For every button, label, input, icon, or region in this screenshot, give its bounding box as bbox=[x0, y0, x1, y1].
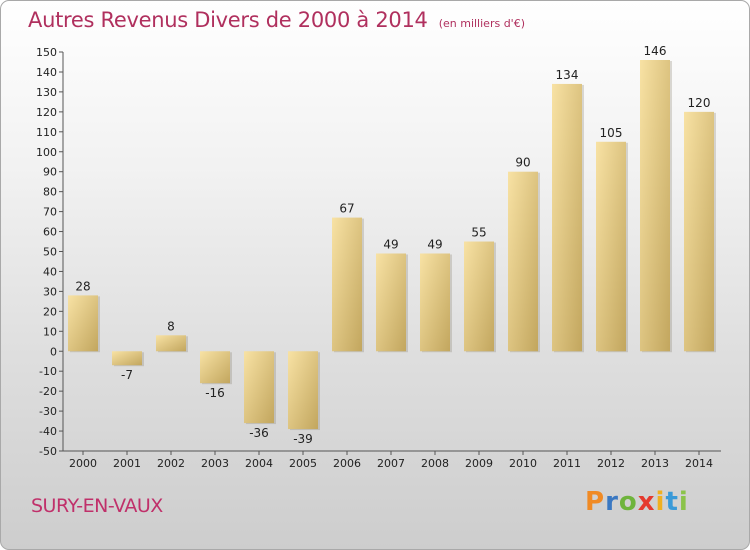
x-tick-label: 2004 bbox=[245, 457, 273, 470]
value-label: -16 bbox=[205, 386, 225, 400]
value-label: 49 bbox=[427, 237, 442, 251]
y-tick-label: 140 bbox=[36, 66, 57, 79]
x-tick-label: 2006 bbox=[333, 457, 361, 470]
value-label: 120 bbox=[688, 96, 711, 110]
logo-letter: i bbox=[678, 487, 689, 517]
value-label: 55 bbox=[471, 226, 486, 240]
x-tick-label: 2002 bbox=[157, 457, 185, 470]
bar-2004 bbox=[244, 351, 274, 424]
bar-2000 bbox=[68, 295, 98, 352]
logo-letter: r bbox=[605, 487, 619, 517]
y-tick-label: 0 bbox=[50, 345, 57, 358]
y-tick-label: 120 bbox=[36, 106, 57, 119]
x-tick-label: 2008 bbox=[421, 457, 449, 470]
bar-2012 bbox=[596, 141, 626, 352]
bar-2013 bbox=[640, 59, 670, 352]
bar-2005 bbox=[288, 351, 318, 430]
x-tick-label: 2010 bbox=[509, 457, 537, 470]
x-tick-label: 2005 bbox=[289, 457, 317, 470]
logo-letter: o bbox=[618, 487, 638, 517]
bar-2003 bbox=[200, 351, 230, 384]
y-tick-label: 40 bbox=[43, 265, 57, 278]
bar-2014 bbox=[684, 111, 714, 352]
bar-2009 bbox=[464, 241, 494, 352]
value-label: -36 bbox=[249, 426, 269, 440]
x-tick-label: 2007 bbox=[377, 457, 405, 470]
logo-letter: x bbox=[637, 487, 656, 517]
y-tick-label: -30 bbox=[39, 405, 57, 418]
y-tick-label: -40 bbox=[39, 425, 57, 438]
x-tick-label: 2014 bbox=[685, 457, 713, 470]
proxiti-logo: Proxiti bbox=[585, 487, 689, 517]
value-label: 49 bbox=[383, 237, 398, 251]
value-label: 146 bbox=[644, 44, 667, 58]
y-tick-label: 80 bbox=[43, 186, 57, 199]
bar-2008 bbox=[420, 253, 450, 352]
y-tick-label: -10 bbox=[39, 365, 57, 378]
x-tick-label: 2003 bbox=[201, 457, 229, 470]
x-tick-label: 2011 bbox=[553, 457, 581, 470]
bar-2010 bbox=[508, 171, 538, 352]
y-tick-label: -20 bbox=[39, 385, 57, 398]
y-tick-label: 110 bbox=[36, 126, 57, 139]
logo-letter: P bbox=[585, 487, 606, 517]
value-label: -7 bbox=[121, 368, 133, 382]
y-tick-label: -50 bbox=[39, 445, 57, 458]
y-tick-label: 70 bbox=[43, 206, 57, 219]
bar-2011 bbox=[552, 83, 582, 352]
commune-name: SURY-EN-VAUX bbox=[31, 495, 163, 517]
y-tick-label: 20 bbox=[43, 305, 57, 318]
value-label: 105 bbox=[600, 126, 623, 140]
chart-title-text: Autres Revenus Divers de 2000 à 2014 bbox=[28, 8, 428, 32]
bar-2002 bbox=[156, 335, 186, 352]
x-tick-label: 2000 bbox=[69, 457, 97, 470]
value-label: 134 bbox=[556, 68, 579, 82]
y-tick-label: 50 bbox=[43, 246, 57, 259]
value-label: 67 bbox=[339, 202, 354, 216]
x-tick-label: 2001 bbox=[113, 457, 141, 470]
y-tick-label: 130 bbox=[36, 86, 57, 99]
chart-title: Autres Revenus Divers de 2000 à 2014 (en… bbox=[28, 8, 525, 32]
x-tick-label: 2012 bbox=[597, 457, 625, 470]
value-label: 90 bbox=[515, 156, 530, 170]
chart-subtitle: (en milliers d'€) bbox=[438, 17, 525, 30]
value-label: 28 bbox=[75, 279, 90, 293]
y-tick-label: 10 bbox=[43, 325, 57, 338]
value-label: -39 bbox=[293, 432, 313, 446]
y-tick-label: 100 bbox=[36, 146, 57, 159]
y-tick-label: 150 bbox=[36, 46, 57, 59]
y-tick-label: 60 bbox=[43, 226, 57, 239]
x-tick-label: 2013 bbox=[641, 457, 669, 470]
logo-letter: t bbox=[665, 487, 679, 517]
y-tick-label: 90 bbox=[43, 166, 57, 179]
logo-letter: i bbox=[655, 487, 666, 517]
bar-2001 bbox=[112, 351, 142, 366]
y-tick-label: 30 bbox=[43, 285, 57, 298]
bar-2007 bbox=[376, 253, 406, 352]
x-tick-label: 2009 bbox=[465, 457, 493, 470]
bar-2006 bbox=[332, 217, 362, 352]
value-label: 8 bbox=[167, 319, 175, 333]
